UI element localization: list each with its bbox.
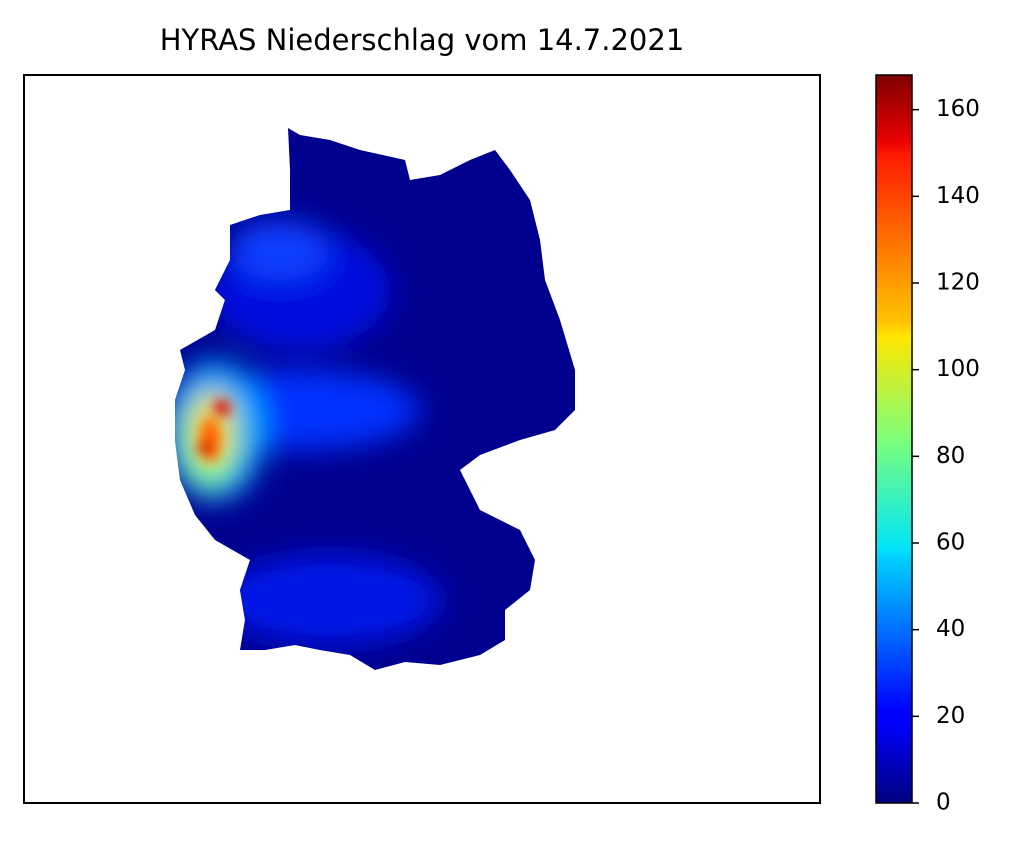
colorbar-tick-label: 160 (936, 96, 980, 122)
colorbar-tick-label: 60 (936, 530, 965, 556)
colorbar-tick-label: 0 (936, 790, 951, 816)
precip-peak (198, 400, 230, 462)
axes-frame (23, 74, 821, 804)
colorbar-tick-label: 40 (936, 616, 965, 642)
map (175, 128, 575, 670)
colorbar (875, 74, 913, 804)
colorbar-tick-label: 120 (936, 270, 980, 296)
colorbar-tick-label: 20 (936, 703, 965, 729)
colorbar-tick-label: 140 (936, 183, 980, 209)
colorbar-tick-label: 100 (936, 356, 980, 382)
colorbar-tick-label: 80 (936, 443, 965, 469)
chart-title: HYRAS Niederschlag vom 14.7.2021 (160, 23, 685, 57)
